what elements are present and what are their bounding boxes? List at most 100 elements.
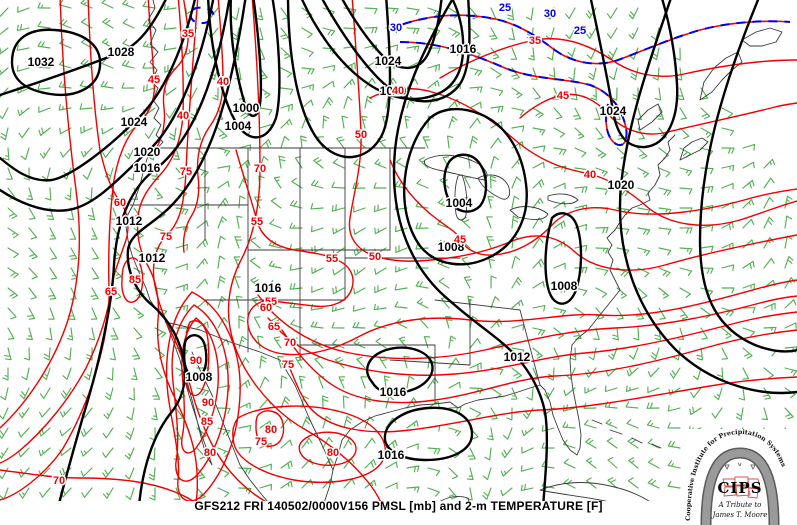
wind-barb [532, 347, 543, 359]
wind-barb [238, 467, 252, 475]
wind-barb [341, 115, 348, 129]
wind-barb [332, 286, 345, 295]
wind-barb [100, 103, 114, 111]
isobar-label: 1016 [450, 42, 477, 56]
wind-barb [626, 418, 639, 429]
wind-barb [130, 367, 138, 381]
wind-barb [742, 307, 756, 314]
wind-barb [280, 103, 293, 112]
wind-barb [353, 267, 366, 276]
wind-barb [487, 427, 494, 441]
wind-barb [7, 287, 19, 299]
wind-barb [606, 7, 618, 19]
wind-barb [301, 84, 315, 91]
wind-barb [38, 427, 51, 437]
wind-barb [238, 425, 252, 432]
isobar-label: 1008 [438, 240, 465, 254]
wind-barb [511, 367, 522, 379]
wind-barb [436, 239, 450, 249]
wind-barb [784, 195, 793, 209]
wind-barb [259, 107, 273, 116]
wind-barb [6, 167, 13, 180]
wind-barb [784, 235, 793, 249]
wind-barb [646, 420, 660, 429]
wind-barb [427, 80, 440, 89]
wind-barb [125, 427, 135, 440]
wind-barb [742, 327, 755, 337]
logo-tribute-2: James T. Moore [711, 511, 768, 519]
wind-barb [37, 40, 51, 49]
wind-barb [301, 67, 315, 75]
wind-barb [0, 107, 9, 120]
wind-barb [784, 215, 793, 229]
wind-barb [490, 67, 502, 79]
wind-barb [784, 322, 797, 329]
wind-barb [633, 327, 640, 341]
wind-barb [595, 247, 609, 254]
wind-barb [152, 387, 161, 400]
isotherm-label: 90 [190, 355, 202, 367]
wind-barb [79, 103, 93, 110]
wind-barb [38, 127, 51, 137]
wind-barb [690, 387, 702, 398]
wind-barb [448, 427, 462, 437]
wind-barb [259, 420, 272, 430]
wind-barb [217, 407, 231, 414]
isobar-label: 1020 [380, 84, 407, 98]
wind-barb [511, 299, 524, 309]
wind-barb [406, 7, 420, 16]
wind-barb [217, 275, 226, 289]
wind-barb [322, 395, 329, 409]
wind-barb [616, 227, 630, 235]
wind-barb [126, 407, 135, 421]
wind-barb [406, 375, 415, 389]
wind-barb [511, 107, 525, 116]
wind-barb [394, 301, 408, 309]
wind-barb [0, 387, 9, 401]
wind-barb [584, 387, 597, 394]
wind-barb [467, 447, 476, 460]
wind-barb [507, 7, 515, 21]
wind-barb [547, 367, 555, 381]
isobar-label: 1016 [380, 385, 407, 399]
isotherm-label: 55 [251, 216, 263, 228]
wind-barb [310, 321, 324, 329]
wind-barb [196, 238, 209, 249]
wind-barb [175, 263, 188, 270]
wind-barb [168, 127, 177, 141]
wind-barb [58, 104, 72, 111]
wind-barb [585, 457, 597, 469]
isobar-label: 1004 [446, 196, 473, 210]
wind-barb [487, 195, 495, 209]
wind-barb [250, 277, 261, 289]
wind-barb [696, 347, 704, 361]
wind-barb [101, 127, 114, 135]
wind-barb [605, 418, 618, 429]
isotherm-label: 40 [177, 110, 189, 122]
wind-barb [236, 215, 243, 229]
wind-barb [482, 467, 492, 481]
wind-barb [314, 356, 324, 369]
wind-barb [628, 347, 639, 360]
wind-barb [574, 127, 585, 140]
wind-barb [607, 456, 618, 469]
wind-barb [112, 287, 122, 300]
wind-barb [238, 315, 245, 329]
isotherm-label: 50 [355, 129, 367, 141]
wind-barb [310, 203, 324, 210]
wind-barb [563, 458, 576, 469]
wind-barb [588, 347, 597, 361]
freezing-isotherm-label: 25 [574, 25, 586, 37]
wind-barb [526, 387, 534, 401]
wind-barb [448, 467, 459, 480]
isotherm-label: 40 [392, 85, 404, 97]
wind-barb [395, 158, 408, 169]
wind-barb [343, 78, 356, 89]
wind-barb [91, 247, 99, 260]
wind-barb [338, 376, 346, 389]
wind-barb [165, 107, 177, 119]
wind-barb [79, 80, 93, 89]
isobar-label: 1008 [186, 370, 213, 384]
wind-barb [175, 244, 189, 251]
wind-barb [525, 7, 534, 21]
